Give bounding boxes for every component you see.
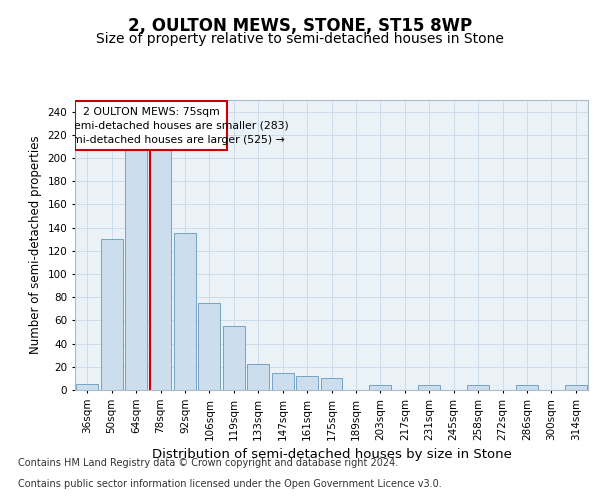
Bar — [320, 378, 343, 390]
Y-axis label: Number of semi-detached properties: Number of semi-detached properties — [29, 136, 42, 354]
Bar — [199, 303, 220, 390]
Bar — [296, 376, 318, 390]
Bar — [418, 386, 440, 390]
X-axis label: Distribution of semi-detached houses by size in Stone: Distribution of semi-detached houses by … — [152, 448, 511, 461]
Bar — [516, 386, 538, 390]
Bar — [149, 140, 172, 390]
Text: Contains public sector information licensed under the Open Government Licence v3: Contains public sector information licen… — [18, 479, 442, 489]
Bar — [101, 239, 122, 390]
Bar — [370, 386, 391, 390]
Bar — [125, 146, 147, 390]
Bar — [174, 234, 196, 390]
Bar — [272, 372, 293, 390]
Text: Size of property relative to semi-detached houses in Stone: Size of property relative to semi-detach… — [96, 32, 504, 46]
Bar — [247, 364, 269, 390]
FancyBboxPatch shape — [76, 101, 227, 150]
Bar — [467, 386, 489, 390]
Text: Contains HM Land Registry data © Crown copyright and database right 2024.: Contains HM Land Registry data © Crown c… — [18, 458, 398, 468]
Text: 2 OULTON MEWS: 75sqm
← 35% of semi-detached houses are smaller (283)
65% of semi: 2 OULTON MEWS: 75sqm ← 35% of semi-detac… — [14, 106, 289, 144]
Bar — [76, 384, 98, 390]
Bar — [223, 326, 245, 390]
Bar — [565, 386, 587, 390]
Text: 2, OULTON MEWS, STONE, ST15 8WP: 2, OULTON MEWS, STONE, ST15 8WP — [128, 18, 472, 36]
